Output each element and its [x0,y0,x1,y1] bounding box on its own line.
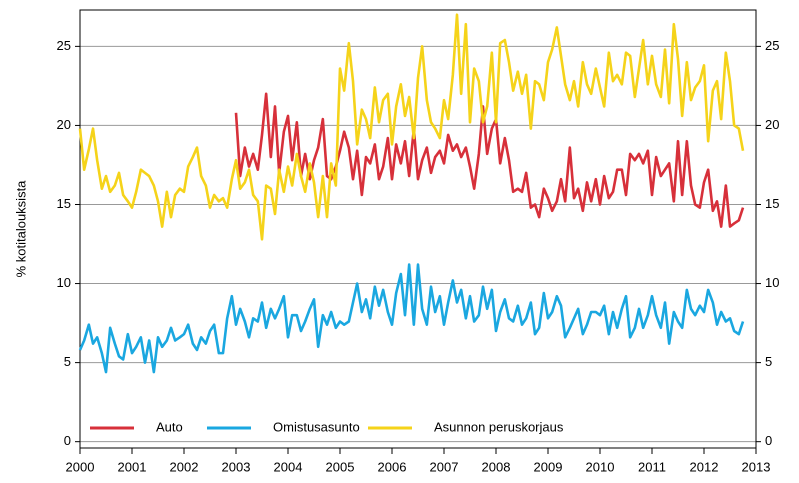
x-tick-label: 2004 [274,459,303,474]
x-tick-label: 2007 [430,459,459,474]
y2-tick-label: 5 [765,354,772,369]
y-tick-label: 15 [57,196,71,211]
x-tick-label: 2011 [638,459,666,474]
y-tick-label: 25 [57,38,71,53]
x-tick-label: 2013 [742,459,771,474]
plot-frame [79,9,757,449]
legend-label: Omistusasunto [273,419,360,434]
y-axis-label: % kotitalouksista [13,180,28,278]
data-line [234,92,745,228]
x-tick-label: 2008 [482,459,511,474]
legend-box [83,418,643,438]
y2-tick-label: 0 [765,433,772,448]
x-tick-label: 2005 [326,459,355,474]
legend-label: Asunnon peruskorjaus [434,419,564,434]
x-tick-label: 2012 [690,459,719,474]
y-tick-label: 20 [57,117,71,132]
x-tick-label: 2002 [170,459,199,474]
x-tick-label: 2000 [66,459,95,474]
y2-tick-label: 10 [765,275,779,290]
y2-tick-label: 15 [765,196,779,211]
x-tick-label: 2001 [118,459,147,474]
data-line [78,263,745,374]
y2-tick-label: 20 [765,117,779,132]
x-tick-label: 2006 [378,459,407,474]
x-tick-label: 2010 [586,459,615,474]
legend-label: Auto [156,419,183,434]
x-tick-label: 2003 [222,459,251,474]
y-tick-label: 5 [64,354,71,369]
y2-tick-label: 25 [765,38,779,53]
y-tick-label: 10 [57,275,71,290]
y-tick-label: 0 [64,433,71,448]
data-line [78,13,745,241]
x-tick-label: 2009 [534,459,563,474]
